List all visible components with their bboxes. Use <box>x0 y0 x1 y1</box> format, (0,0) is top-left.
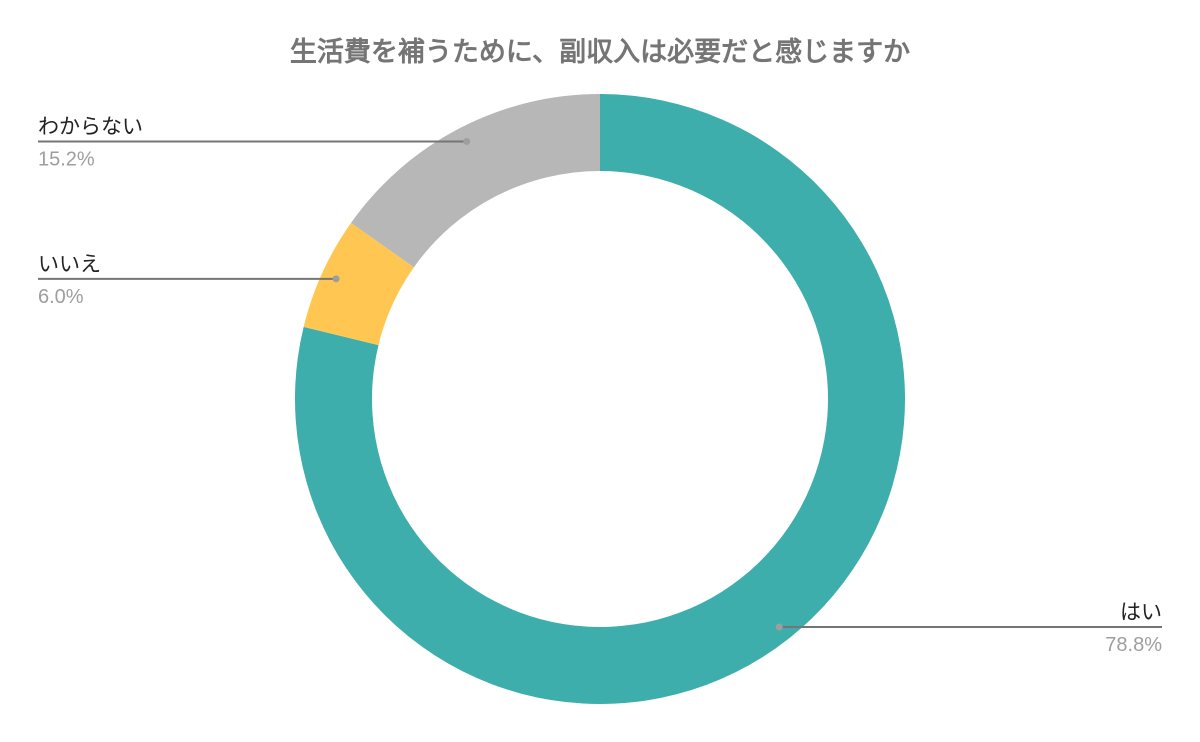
leader-dot-0 <box>775 623 783 631</box>
slice-value-label-1: 6.0% <box>38 286 84 308</box>
leader-dot-2 <box>463 137 471 145</box>
donut-slice-2 <box>351 94 600 268</box>
slice-value-label-0: 78.8% <box>1105 634 1162 656</box>
leader-dot-1 <box>332 275 340 283</box>
donut-slice-1 <box>303 222 414 346</box>
slice-value-label-2: 15.2% <box>38 148 95 170</box>
chart-title: 生活費を補うために、副収入は必要だと感じますか <box>289 37 911 68</box>
slice-label-0: はい <box>1120 600 1162 624</box>
slice-label-2: わからない <box>38 114 143 138</box>
slice-label-1: いいえ <box>38 252 101 276</box>
